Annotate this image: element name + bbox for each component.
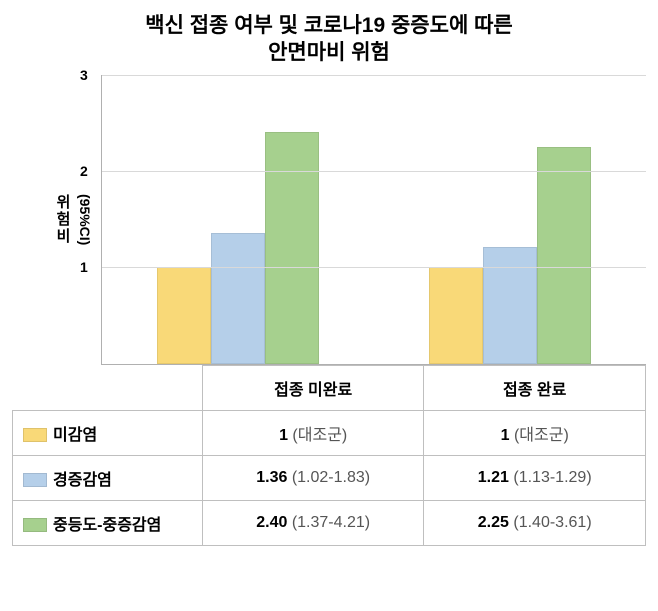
legend-cell: 중등도-중증감염	[13, 500, 203, 545]
plot-outer: 123	[101, 75, 646, 365]
y-tick-label: 2	[80, 163, 88, 179]
cell-value-main: 1.21	[478, 469, 514, 486]
cell-value-main: 2.25	[478, 514, 514, 531]
chart-title-line1: 백신 접종 여부 및 코로나19 중증도에 따른	[145, 14, 512, 37]
cell-value-sub: (1.02-1.83)	[292, 469, 370, 486]
legend-cell: 미감염	[13, 410, 203, 455]
cell-value-main: 1	[279, 427, 292, 444]
bar-group	[374, 75, 646, 364]
data-table: 접종 미완료접종 완료미감염1 (대조군)1 (대조군)경증감염1.36 (1.…	[12, 365, 646, 546]
table-cell: 1.36 (1.02-1.83)	[202, 455, 424, 500]
table-cell: 2.25 (1.40-3.61)	[424, 500, 646, 545]
gridline	[102, 171, 646, 172]
table-cell: 1 (대조군)	[202, 410, 424, 455]
legend-swatch-icon	[23, 428, 47, 442]
bar	[211, 233, 265, 364]
cell-value-sub: (대조군)	[514, 427, 569, 444]
y-tick-label: 3	[80, 67, 88, 83]
table-column-header: 접종 완료	[424, 365, 646, 410]
legend-swatch-icon	[23, 473, 47, 487]
table-row: 경증감염1.36 (1.02-1.83)1.21 (1.13-1.29)	[13, 455, 646, 500]
y-axis-label: 위험비	[52, 194, 73, 245]
bars-area	[102, 75, 646, 364]
chart-title-line2: 안면마비 위험	[268, 41, 390, 64]
table-corner	[13, 365, 203, 410]
table-cell: 2.40 (1.37-4.21)	[202, 500, 424, 545]
bar	[483, 247, 537, 364]
cell-value-sub: (1.13-1.29)	[513, 469, 591, 486]
cell-value-main: 1	[501, 427, 514, 444]
table-row: 중등도-중증감염2.40 (1.37-4.21)2.25 (1.40-3.61)	[13, 500, 646, 545]
cell-value-sub: (1.37-4.21)	[292, 514, 370, 531]
chart-area: 위험비 (95%CI) 123	[52, 75, 646, 365]
legend-label: 경증감염	[53, 472, 112, 489]
legend-label: 중등도-중증감염	[53, 517, 161, 534]
x-axis-line	[101, 364, 646, 365]
gridline	[102, 75, 646, 76]
bar-group	[102, 75, 374, 364]
legend-label: 미감염	[53, 427, 97, 444]
cell-value-main: 2.40	[256, 514, 292, 531]
plot: 123	[101, 75, 646, 364]
bar	[429, 267, 483, 363]
legend-cell: 경증감염	[13, 455, 203, 500]
chart-title: 백신 접종 여부 및 코로나19 중증도에 따른 안면마비 위험	[12, 12, 646, 67]
cell-value-sub: (대조군)	[292, 427, 347, 444]
gridline	[102, 267, 646, 268]
table-column-header: 접종 미완료	[202, 365, 424, 410]
y-axis-sublabel: (95%CI)	[77, 194, 93, 245]
cell-value-main: 1.36	[256, 469, 292, 486]
table-row: 미감염1 (대조군)1 (대조군)	[13, 410, 646, 455]
bar	[265, 132, 319, 363]
bar	[537, 147, 591, 364]
bar	[157, 267, 211, 363]
table-cell: 1.21 (1.13-1.29)	[424, 455, 646, 500]
table-cell: 1 (대조군)	[424, 410, 646, 455]
cell-value-sub: (1.40-3.61)	[513, 514, 591, 531]
legend-swatch-icon	[23, 518, 47, 532]
y-tick-label: 1	[80, 259, 88, 275]
